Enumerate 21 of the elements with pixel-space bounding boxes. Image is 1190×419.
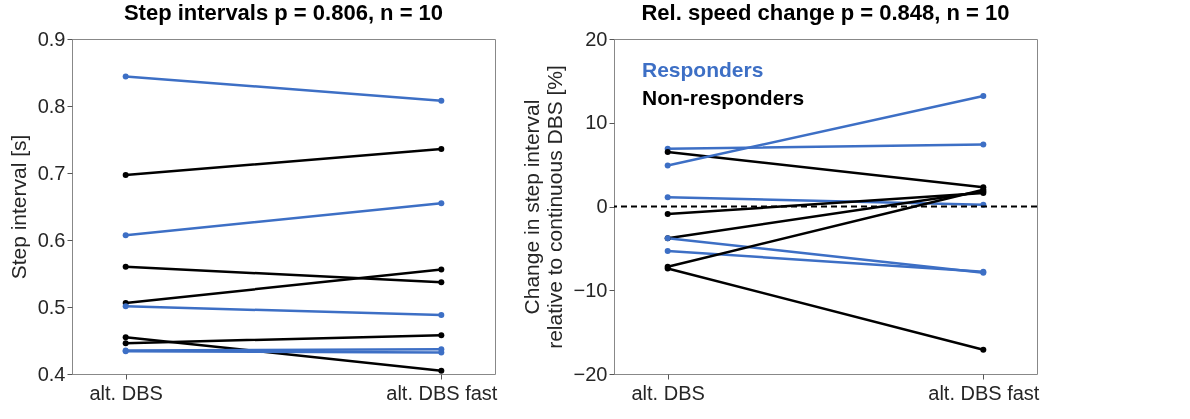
text: Responders (642, 58, 764, 81)
y-tick-label: 0.6 (37, 228, 66, 251)
chart-title: Rel. speed change p = 0.848, n = 10 (641, 0, 1010, 25)
y-tick-label: 0.5 (37, 295, 66, 318)
y-tick-label: 10 (585, 111, 608, 134)
x-tick-label: alt. DBS fast (386, 381, 498, 404)
y-axis-title: Step interval [s] (6, 134, 30, 280)
y-tick-label: 0.7 (37, 161, 66, 184)
x-tick-label: alt. DBS fast (928, 381, 1040, 404)
x-tick-label: alt. DBS (631, 381, 705, 404)
y-tick-label: −10 (573, 278, 608, 301)
y-tick-label: −20 (573, 362, 608, 385)
chart-title: Step intervals p = 0.806, n = 10 (123, 0, 444, 25)
y-tick-label: 0.4 (37, 362, 66, 385)
y-tick-label: 20 (585, 27, 608, 50)
x-tick-label: alt. DBS (89, 381, 163, 404)
text: Non-responders (642, 86, 805, 109)
y-tick-label: 0.8 (37, 94, 66, 117)
y-tick-label: 0 (596, 195, 608, 217)
y-tick-label: 0.9 (37, 27, 66, 50)
y-axis-title: Change in step interval relative to continuous DBS [%] (519, 65, 566, 349)
